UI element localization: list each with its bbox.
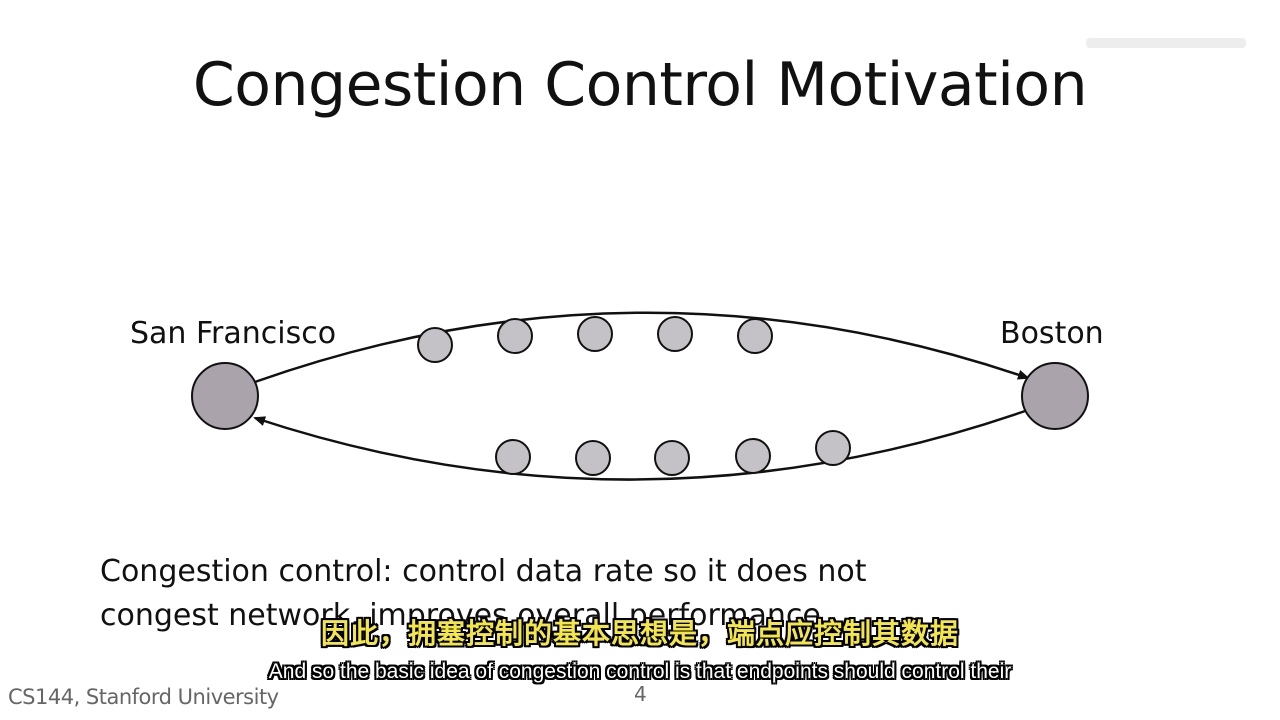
subtitle-english: And so the basic idea of congestion cont… [268, 660, 1012, 683]
router-node [577, 316, 613, 352]
endpoint-boston [1021, 362, 1089, 430]
router-node [497, 318, 533, 354]
router-node [654, 440, 690, 476]
return-routers [495, 430, 851, 476]
caption-line-2: congest network, improves overall perfor… [100, 598, 831, 633]
router-node [737, 318, 773, 354]
subtitle-chinese: 因此，拥塞控制的基本思想是，端点应控制其数据 [320, 617, 959, 650]
caption-line-1: Congestion control: control data rate so… [100, 554, 867, 589]
router-node [575, 440, 611, 476]
router-node [417, 327, 453, 363]
endpoint-san-francisco [191, 362, 259, 430]
city-label-boston: Boston [1000, 316, 1104, 351]
router-node [815, 430, 851, 466]
router-node [735, 438, 771, 474]
footer-course: CS144, Stanford University [8, 685, 279, 709]
watermark [1086, 34, 1246, 52]
return-path-arrow [253, 408, 1029, 481]
slide-title: Congestion Control Motivation [192, 50, 1088, 120]
forward-routers [417, 316, 773, 363]
router-node [657, 316, 693, 352]
city-label-san-francisco: San Francisco [130, 316, 337, 351]
page-number: 4 [634, 682, 647, 706]
router-node [495, 439, 531, 475]
forward-path-arrow [251, 311, 1030, 385]
